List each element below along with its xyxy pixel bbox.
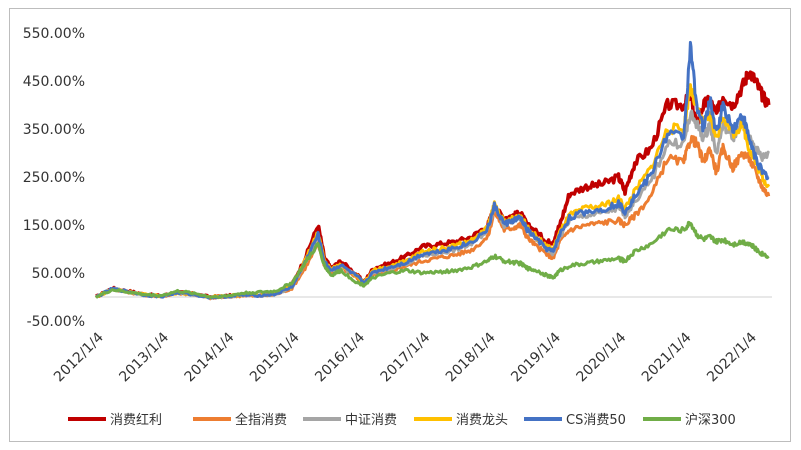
x-tick-label: 2020/1/4 <box>574 329 630 385</box>
x-tick-label: 2012/1/4 <box>51 329 107 385</box>
x-tick-label: 2021/1/4 <box>639 329 695 385</box>
series-line <box>95 70 771 300</box>
series-line <box>95 83 771 300</box>
y-tick-label: 450.00% <box>23 74 85 90</box>
legend: 消费红利 全指消费 中证消费 消费龙头 CS消费50 沪深300 <box>68 412 736 428</box>
y-tick-label: -50.00% <box>27 314 85 330</box>
y-tick-label: 250.00% <box>23 170 85 186</box>
x-tick-label: 2018/1/4 <box>443 329 499 385</box>
legend-label: 全指消费 <box>235 412 287 428</box>
series-line <box>94 220 770 299</box>
y-tick-label: 550.00% <box>23 26 85 42</box>
x-tick-label: 2014/1/4 <box>182 329 238 385</box>
x-tick-label: 2016/1/4 <box>312 329 368 385</box>
x-tick-label: 2017/1/4 <box>378 329 434 385</box>
legend-label: 沪深300 <box>685 412 736 428</box>
y-tick-label: 50.00% <box>32 266 85 282</box>
y-tick-label: 350.00% <box>23 122 85 138</box>
y-tick-label: 150.00% <box>23 218 85 234</box>
legend-label: 中证消费 <box>345 413 397 428</box>
legend-label: 消费红利 <box>110 412 162 428</box>
x-tick-label: 2019/1/4 <box>508 329 564 385</box>
legend-label: CS消费50 <box>566 413 626 428</box>
x-tick-label: 2013/1/4 <box>116 329 172 385</box>
series-layer <box>94 40 771 301</box>
legend-label: 消费龙头 <box>456 413 508 428</box>
x-tick-label: 2015/1/4 <box>247 329 303 385</box>
y-axis: 550.00% 450.00% 350.00% 250.00% 150.00% 50.00… <box>23 26 85 330</box>
x-axis: 2012/1/4 2013/1/4 2014/1/4 2015/1/4 2016/1/4… <box>51 329 760 385</box>
x-tick-label: 2022/1/4 <box>704 329 760 385</box>
chart-frame <box>9 8 791 442</box>
